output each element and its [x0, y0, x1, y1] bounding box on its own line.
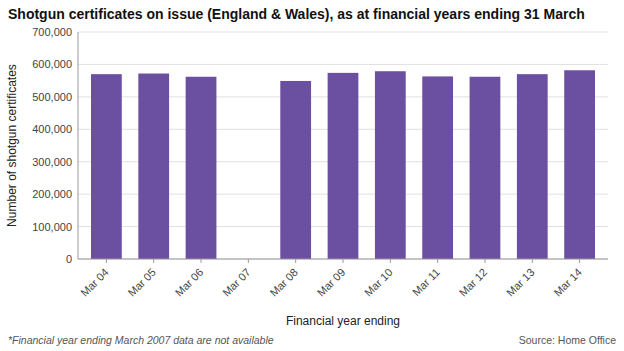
footnote: *Financial year ending March 2007 data a… [8, 334, 274, 346]
x-tick [248, 259, 249, 263]
x-tick-label: Mar 11 [410, 266, 442, 298]
y-axis: 0 100,000 200,000 300,000 400,000 500,000 600,… [32, 26, 72, 265]
bar [138, 74, 169, 259]
y-axis-label: Number of shotgun certificates [5, 64, 19, 227]
x-tick-label: Mar 12 [457, 266, 490, 299]
x-tick [484, 259, 485, 263]
x-tick [390, 259, 391, 263]
x-tick-label: Mar 04 [78, 266, 111, 299]
x-axis: Mar 04 Mar 05 Mar 06 Mar 07 Mar 08 Mar 09 Mar … [78, 259, 584, 299]
title: Shotgun certificates on issue (England &… [8, 6, 585, 22]
chart-container: 0 100,000 200,000 300,000 400,000 500,000 600,… [0, 0, 624, 351]
x-tick [532, 259, 533, 263]
bar [564, 70, 595, 259]
bar [470, 77, 501, 259]
x-tick-label: Mar 08 [267, 266, 300, 299]
x-tick-label: Mar 05 [125, 266, 158, 299]
x-tick [295, 259, 296, 263]
bar [280, 81, 311, 259]
bar [422, 76, 453, 259]
x-tick [343, 259, 344, 263]
x-tick [153, 259, 154, 263]
grid [78, 32, 608, 259]
x-tick [201, 259, 202, 263]
x-tick-label: Mar 13 [504, 266, 537, 299]
x-tick-label: Mar 09 [315, 266, 348, 299]
y-tick-label: 400,000 [32, 123, 72, 135]
y-tick-label: 300,000 [32, 156, 72, 168]
y-axis-line [78, 32, 79, 259]
bar [517, 74, 548, 259]
y-tick-label: 100,000 [32, 221, 72, 233]
bar [186, 77, 217, 259]
bar [375, 71, 406, 259]
grid-line [78, 32, 608, 33]
y-tick-label: 700,000 [32, 26, 72, 38]
x-tick [437, 259, 438, 263]
y-tick-label: 600,000 [32, 58, 72, 70]
bars [91, 70, 595, 259]
x-tick [579, 259, 580, 263]
x-tick-label: Mar 10 [362, 266, 395, 299]
chart: 0 100,000 200,000 300,000 400,000 500,000 600,… [0, 0, 624, 351]
bar [328, 73, 359, 259]
y-tick-label: 0 [66, 253, 72, 265]
y-tick-label: 200,000 [32, 188, 72, 200]
x-tick [106, 259, 107, 263]
bar [91, 74, 122, 259]
y-tick-label: 500,000 [32, 91, 72, 103]
x-axis-label: Financial year ending [286, 314, 400, 328]
grid-line [78, 64, 608, 65]
x-tick-label: Mar 14 [551, 266, 584, 299]
x-tick-label: Mar 06 [173, 266, 206, 299]
source: Source: Home Office [519, 334, 616, 346]
x-tick-label: Mar 07 [220, 266, 253, 299]
